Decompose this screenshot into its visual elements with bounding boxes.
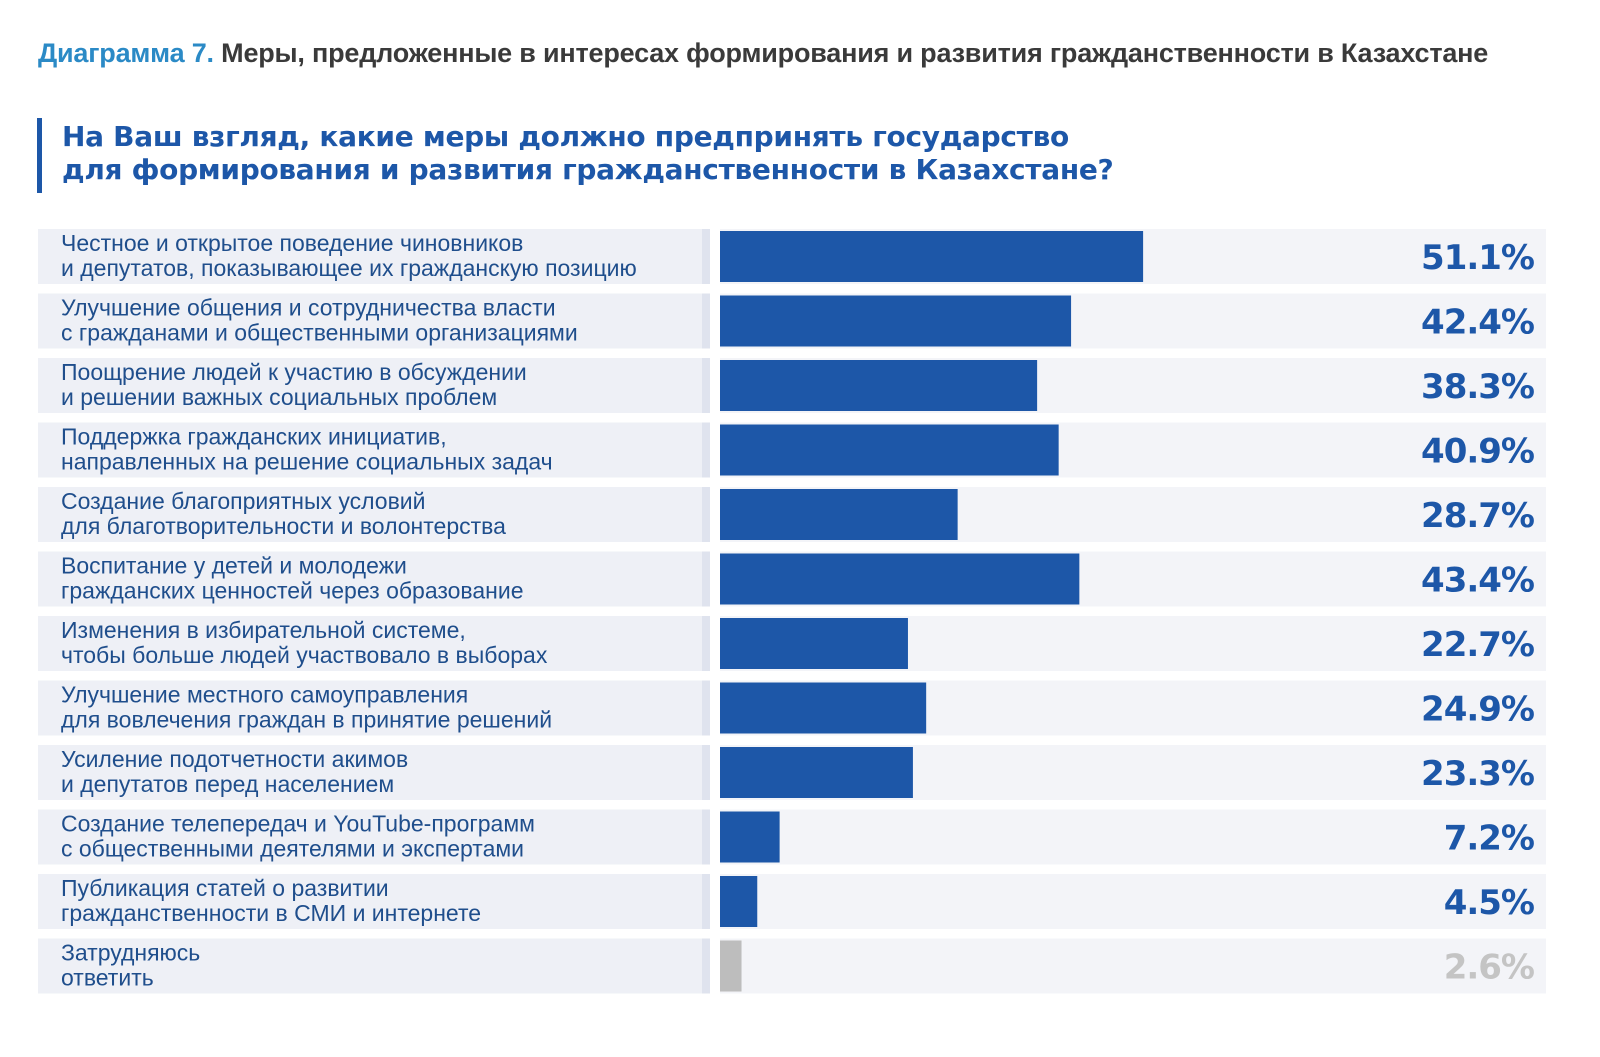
row-label-background — [38, 938, 710, 994]
category-label-line: и решении важных социальных проблем — [61, 384, 497, 410]
category-label-line: Поддержка гражданских инициатив, — [61, 424, 447, 450]
row-label-background — [38, 680, 710, 736]
value-label: 22.7% — [1421, 625, 1534, 665]
row-separator — [702, 680, 710, 736]
question-accent-bar — [37, 118, 42, 193]
row-label-background — [38, 229, 710, 284]
row-label-background — [38, 293, 710, 349]
row-label-background — [38, 551, 710, 607]
row-bar-background — [720, 874, 1546, 929]
row-label-background — [38, 358, 710, 413]
category-label-line: Улучшение общения и сотрудничества власт… — [61, 295, 556, 321]
category-label-line: и депутатов, показывающее их гражданскую… — [61, 255, 637, 281]
bar — [720, 618, 908, 669]
caption-number: Диаграмма 7. — [38, 38, 214, 68]
value-label: 40.9% — [1421, 432, 1534, 472]
question-line-1: На Ваш взгляд, какие меры должно предпри… — [62, 120, 1069, 153]
category-label-line: с гражданами и общественными организация… — [61, 320, 578, 346]
value-label: 2.6% — [1444, 948, 1534, 988]
value-label: 43.4% — [1421, 561, 1534, 601]
bar — [720, 876, 758, 927]
category-label-line: направленных на решение социальных задач — [61, 449, 553, 475]
bar — [720, 553, 1080, 605]
value-label: 51.1% — [1421, 238, 1534, 278]
category-label-line: Поощрение людей к участию в обсуждении — [61, 359, 527, 385]
value-label: 23.3% — [1421, 754, 1534, 794]
category-label-line: гражданственности в СМИ и интернете — [61, 900, 481, 926]
category-label-line: ответить — [61, 965, 154, 991]
row-bar-background — [720, 809, 1546, 865]
row-label-background — [38, 809, 710, 865]
category-label-line: Затрудняюсь — [61, 940, 200, 966]
value-label: 42.4% — [1421, 303, 1534, 343]
row-bar-background — [720, 938, 1546, 994]
row-separator — [702, 229, 710, 284]
value-label: 4.5% — [1444, 883, 1534, 923]
bar — [720, 489, 958, 540]
bar — [720, 231, 1144, 282]
row-label-background — [38, 616, 710, 671]
category-label-line: для благотворительности и волонтерства — [61, 513, 506, 539]
bar — [720, 424, 1059, 476]
category-label-line: гражданских ценностей через образование — [61, 578, 524, 604]
bar — [720, 811, 780, 863]
survey-question: На Ваш взгляд, какие меры должно предпри… — [62, 120, 1114, 186]
row-separator — [702, 616, 710, 671]
row-label-background — [38, 745, 710, 800]
category-label-line: Изменения в избирательной системе, — [61, 617, 466, 643]
row-separator — [702, 551, 710, 607]
value-label: 7.2% — [1444, 819, 1534, 859]
row-separator — [702, 745, 710, 800]
row-label-background — [38, 422, 710, 478]
question-line-2: для формирования и развития гражданствен… — [62, 153, 1114, 186]
bar — [720, 360, 1038, 411]
category-label-line: Создание телепередач и YouTube-программ — [61, 811, 535, 837]
category-label-line: для вовлечения граждан в принятие решени… — [61, 707, 552, 733]
row-separator — [702, 809, 710, 865]
category-label-line: Честное и открытое поведение чиновников — [61, 230, 523, 256]
bar — [720, 940, 742, 992]
category-label-line: Воспитание у детей и молодежи — [61, 553, 407, 579]
row-separator — [702, 293, 710, 349]
category-label-line: с общественными деятелями и экспертами — [61, 836, 524, 862]
row-separator — [702, 938, 710, 994]
row-separator — [702, 422, 710, 478]
row-label-background — [38, 874, 710, 929]
chart-caption: Диаграмма 7. Меры, предложенные в интере… — [38, 38, 1488, 69]
category-label-line: Публикация статей о развитии — [61, 875, 389, 901]
row-separator — [702, 874, 710, 929]
row-label-background — [38, 487, 710, 542]
bar — [720, 747, 913, 798]
category-label-line: Создание благоприятных условий — [61, 488, 426, 514]
row-separator — [702, 487, 710, 542]
value-label: 24.9% — [1421, 690, 1534, 730]
category-label-line: чтобы больше людей участвовало в выборах — [61, 642, 548, 668]
value-label: 28.7% — [1421, 496, 1534, 536]
category-label-line: Усиление подотчетности акимов — [61, 746, 408, 772]
bar — [720, 682, 927, 734]
category-label-line: Улучшение местного самоуправления — [61, 682, 468, 708]
bar — [720, 295, 1072, 347]
row-separator — [702, 358, 710, 413]
caption-text: Меры, предложенные в интересах формирова… — [221, 38, 1489, 68]
value-label: 38.3% — [1421, 367, 1534, 407]
category-label-line: и депутатов перед населением — [61, 771, 394, 797]
